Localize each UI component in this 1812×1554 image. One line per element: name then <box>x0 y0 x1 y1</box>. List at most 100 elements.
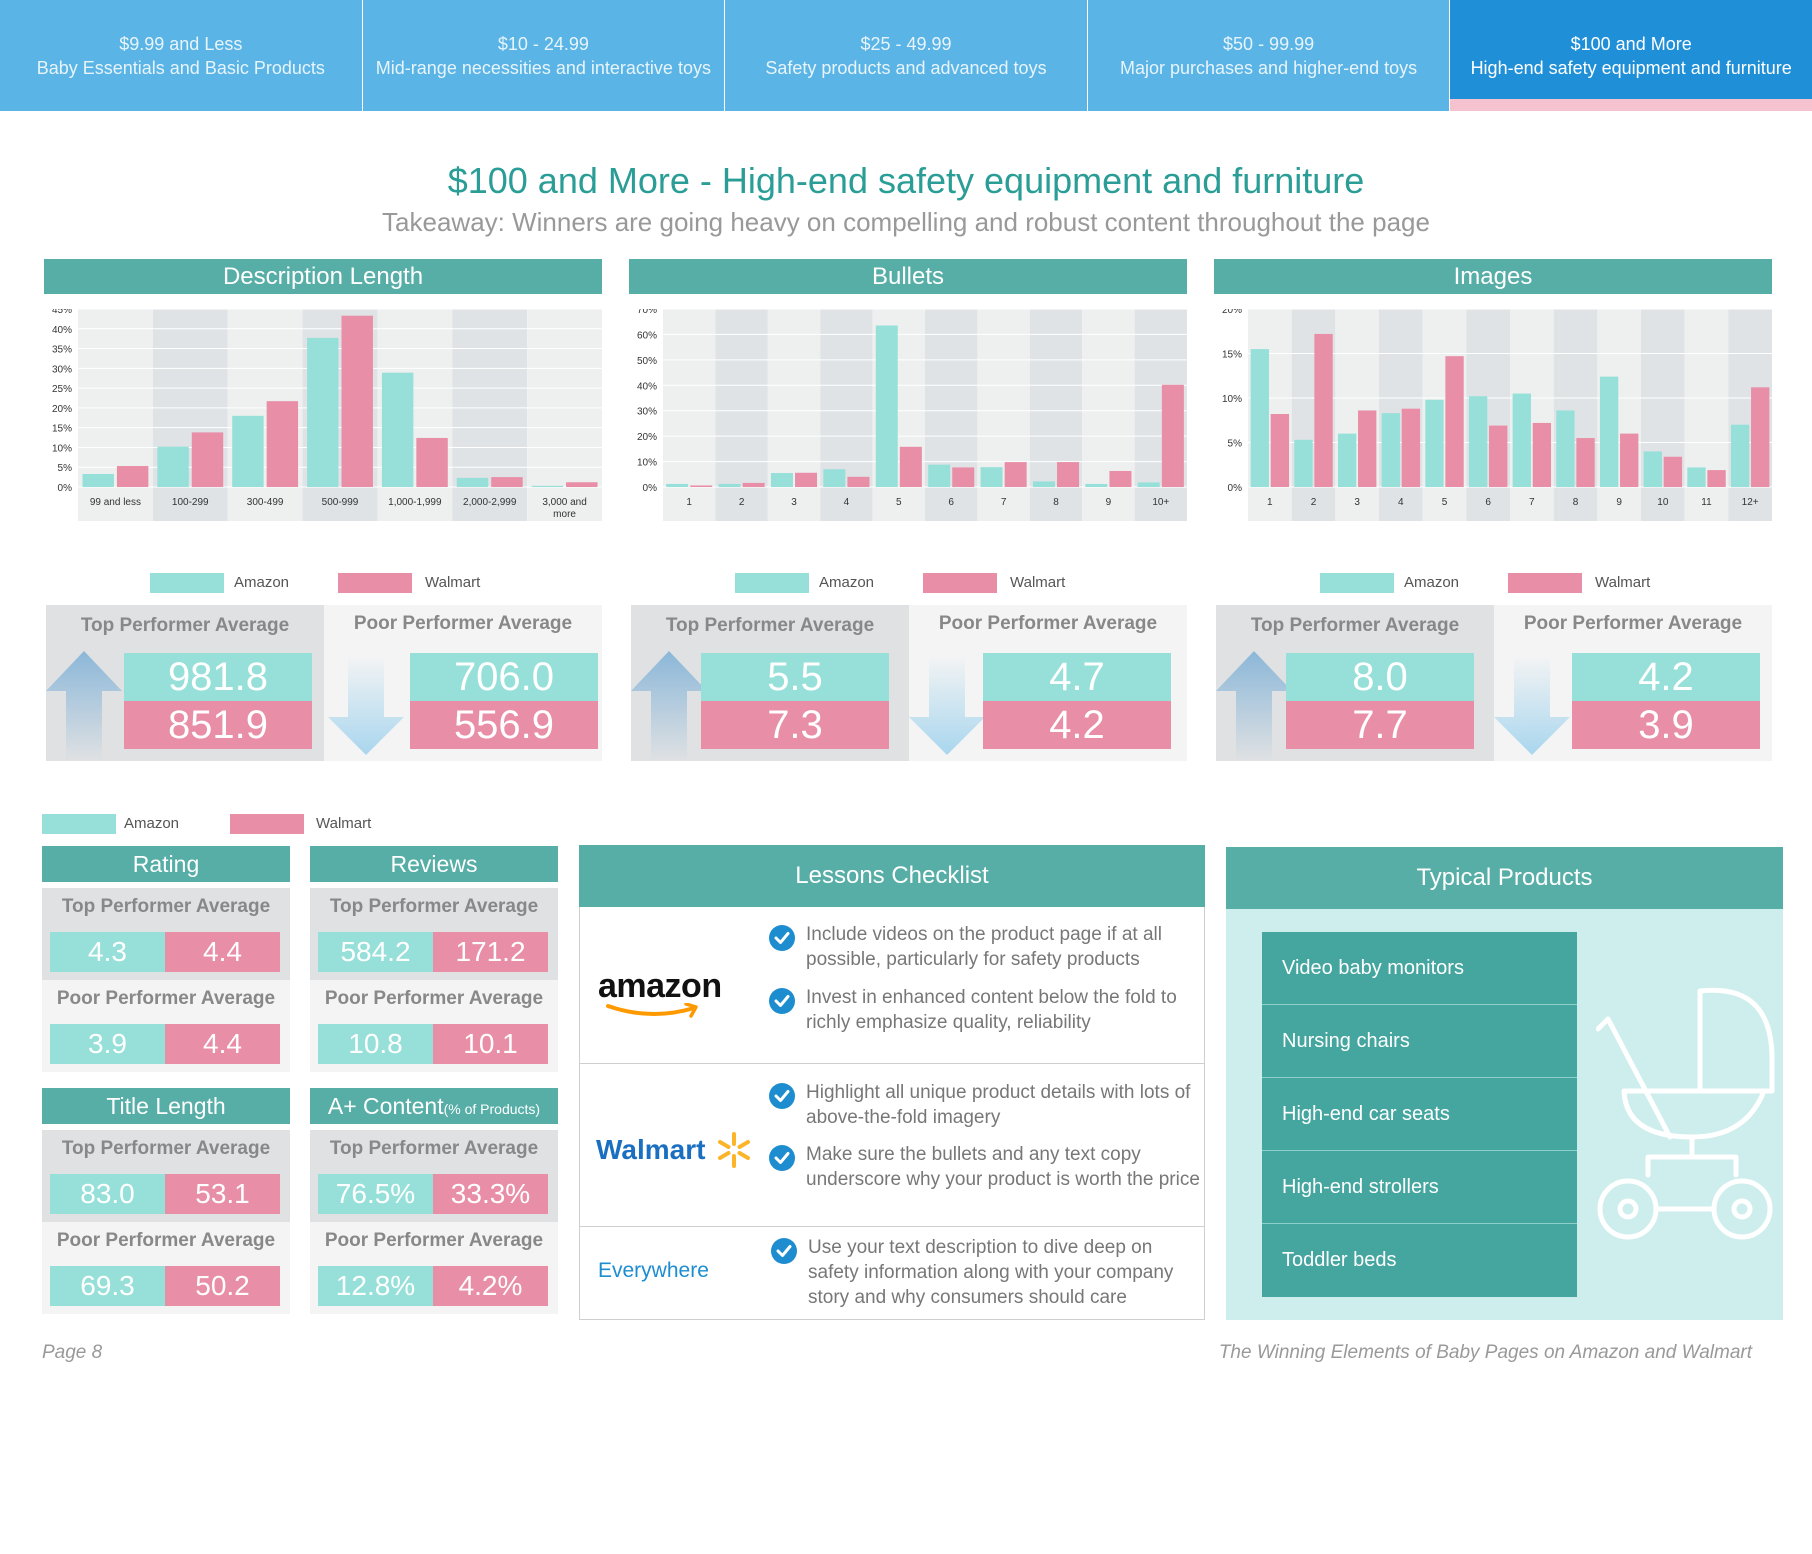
y-tick-label: 0% <box>643 483 658 494</box>
top-performer-label: Top Performer Average <box>61 896 271 917</box>
checklist-item-text: Include videos on the product page if at… <box>806 924 1162 970</box>
legend-amazon-label: Amazon <box>124 815 180 832</box>
bar-amazon <box>666 483 689 487</box>
x-tick-label: 1 <box>686 497 692 508</box>
tab-50-100[interactable]: $50 - 99.99 Major purchases and higher-en… <box>1087 0 1451 111</box>
legend-walmart-label: Walmart <box>1010 574 1066 591</box>
poor-amazon-value: 4.7 <box>983 653 1171 701</box>
up-arrow-icon <box>1216 651 1292 761</box>
x-tick-label: 7 <box>1001 497 1007 508</box>
amazon-smile-icon <box>606 1003 698 1018</box>
tab-desc: Baby Essentials and Basic Products <box>36 57 325 78</box>
x-tick-label: 10+ <box>1152 497 1169 508</box>
y-tick-label: 70% <box>637 309 657 316</box>
tab-10-25[interactable]: $10 - 24.99 Mid-range necessities and int… <box>362 0 726 111</box>
tab-100-plus[interactable]: $100 and More High-end safety equipment a… <box>1450 0 1812 111</box>
y-tick-label: 15% <box>1222 350 1242 361</box>
top-walmart-value: 7.3 <box>701 701 889 749</box>
bar-amazon <box>875 325 898 487</box>
category-band <box>1684 309 1729 521</box>
bar-amazon <box>1337 433 1357 487</box>
top-performer-block: Top Performer Average 76.5% 33.3% <box>310 1130 558 1222</box>
y-tick-label: 40% <box>637 381 657 392</box>
tab-price: $10 - 24.99 <box>497 33 589 54</box>
bar-walmart <box>1109 470 1132 487</box>
category-band <box>152 309 228 521</box>
y-tick-label: 40% <box>52 325 72 336</box>
poor-amazon-value: 69.3 <box>50 1266 165 1306</box>
category-band <box>78 309 153 521</box>
poor-performer-block: Poor Performer Average 10.8 10.1 <box>310 980 558 1072</box>
lessons-checklist: Lessons Checklist amazon Include videos … <box>579 845 1205 1320</box>
top-performer-label: Top Performer Average <box>665 615 875 636</box>
bar-walmart <box>1532 422 1552 487</box>
top-amazon-value: 5.5 <box>701 653 889 701</box>
bar-walmart <box>1004 462 1027 487</box>
category-band <box>452 309 528 521</box>
legend-amazon-label: Amazon <box>234 574 290 591</box>
check-circle-icon <box>769 1145 795 1171</box>
bar-walmart <box>899 446 922 487</box>
y-tick-label: 60% <box>637 330 657 341</box>
panel-description-length: Description Length 0% 5% 10% 15% 20% 25% 30% 35… <box>44 259 602 761</box>
tab-25-50[interactable]: $25 - 49.99 Safety products and advanced … <box>725 0 1088 111</box>
legend-amazon-swatch <box>735 573 809 593</box>
poor-performer-block: Poor Performer Average 69.3 50.2 <box>42 1222 290 1314</box>
tab-under-10[interactable]: $9.99 and Less Baby Essentials and Basic … <box>0 0 363 111</box>
poor-performer-label: Poor Performer Average <box>56 1230 276 1251</box>
checklist-amazon-row: amazon Include videos on the product pag… <box>580 907 1204 1062</box>
y-tick-label: 30% <box>637 407 657 418</box>
list-item: Video baby monitors <box>1262 932 1577 1005</box>
x-tick-label: 500-999 <box>322 497 359 508</box>
poor-walmart-value: 556.9 <box>410 701 598 749</box>
checklist-item-text: Highlight all unique product details wit… <box>806 1082 1191 1128</box>
poor-performer-block: Poor Performer Average 12.8% 4.2% <box>310 1222 558 1314</box>
legend-walmart-swatch <box>923 573 997 593</box>
chart-legend: Amazon Walmart <box>1214 572 1772 594</box>
poor-performer-label: Poor Performer Average <box>353 613 573 634</box>
bar-walmart <box>1314 333 1333 487</box>
metric-title: Reviews <box>310 846 558 882</box>
bar-amazon <box>232 415 264 487</box>
legend-walmart-label: Walmart <box>425 574 481 591</box>
y-tick-label: 15% <box>52 424 72 435</box>
x-tick-label: 2,000-2,999 <box>463 497 517 508</box>
x-tick-label: 6 <box>948 497 954 508</box>
y-tick-label: 50% <box>637 356 657 367</box>
poor-walmart-value: 4.2% <box>433 1266 548 1306</box>
poor-performer-label: Poor Performer Average <box>1523 613 1743 634</box>
list-item: Toddler beds <box>1262 1224 1577 1297</box>
x-tick-label: 100-299 <box>172 497 209 508</box>
x-tick-label: 9 <box>1106 497 1112 508</box>
top-performer-label: Top Performer Average <box>329 896 539 917</box>
category-band <box>1082 309 1135 521</box>
category-band <box>977 309 1030 521</box>
up-arrow-icon <box>46 651 122 761</box>
legend-walmart-swatch <box>230 814 304 834</box>
top-amazon-value: 8.0 <box>1286 653 1474 701</box>
bar-amazon <box>718 483 741 487</box>
legend-amazon-label: Amazon <box>819 574 875 591</box>
metric-note: (% of Products) <box>443 1101 541 1117</box>
tab-desc: Mid-range necessities and interactive to… <box>375 57 711 78</box>
metric-title-text: Title Length <box>106 1093 226 1119</box>
legend-walmart-swatch <box>1508 573 1582 593</box>
poor-performer-label: Poor Performer Average <box>56 988 276 1009</box>
y-tick-label: 0% <box>1228 483 1243 494</box>
bar-walmart <box>566 482 598 487</box>
bar-amazon <box>82 473 114 487</box>
top-walmart-value: 4.4 <box>165 932 280 972</box>
top-performer-label: Top Performer Average <box>329 1138 539 1159</box>
bar-walmart <box>191 432 224 487</box>
bar-walmart <box>1358 410 1377 487</box>
list-item: High-end car seats <box>1262 1078 1577 1151</box>
top-amazon-value: 4.3 <box>50 932 165 972</box>
bar-walmart <box>491 477 523 487</box>
top-performer-block: Top Performer Average 8.0 7.7 <box>1216 605 1494 761</box>
poor-amazon-value: 12.8% <box>318 1266 433 1306</box>
tab-price: $100 and More <box>1570 33 1692 54</box>
top-performer-label: Top Performer Average <box>1250 615 1460 636</box>
tab-price: $9.99 and Less <box>119 33 243 54</box>
price-tier-tabs: $9.99 and Less Baby Essentials and Basic … <box>0 0 1812 111</box>
tab-price: $50 - 99.99 <box>1223 33 1315 54</box>
